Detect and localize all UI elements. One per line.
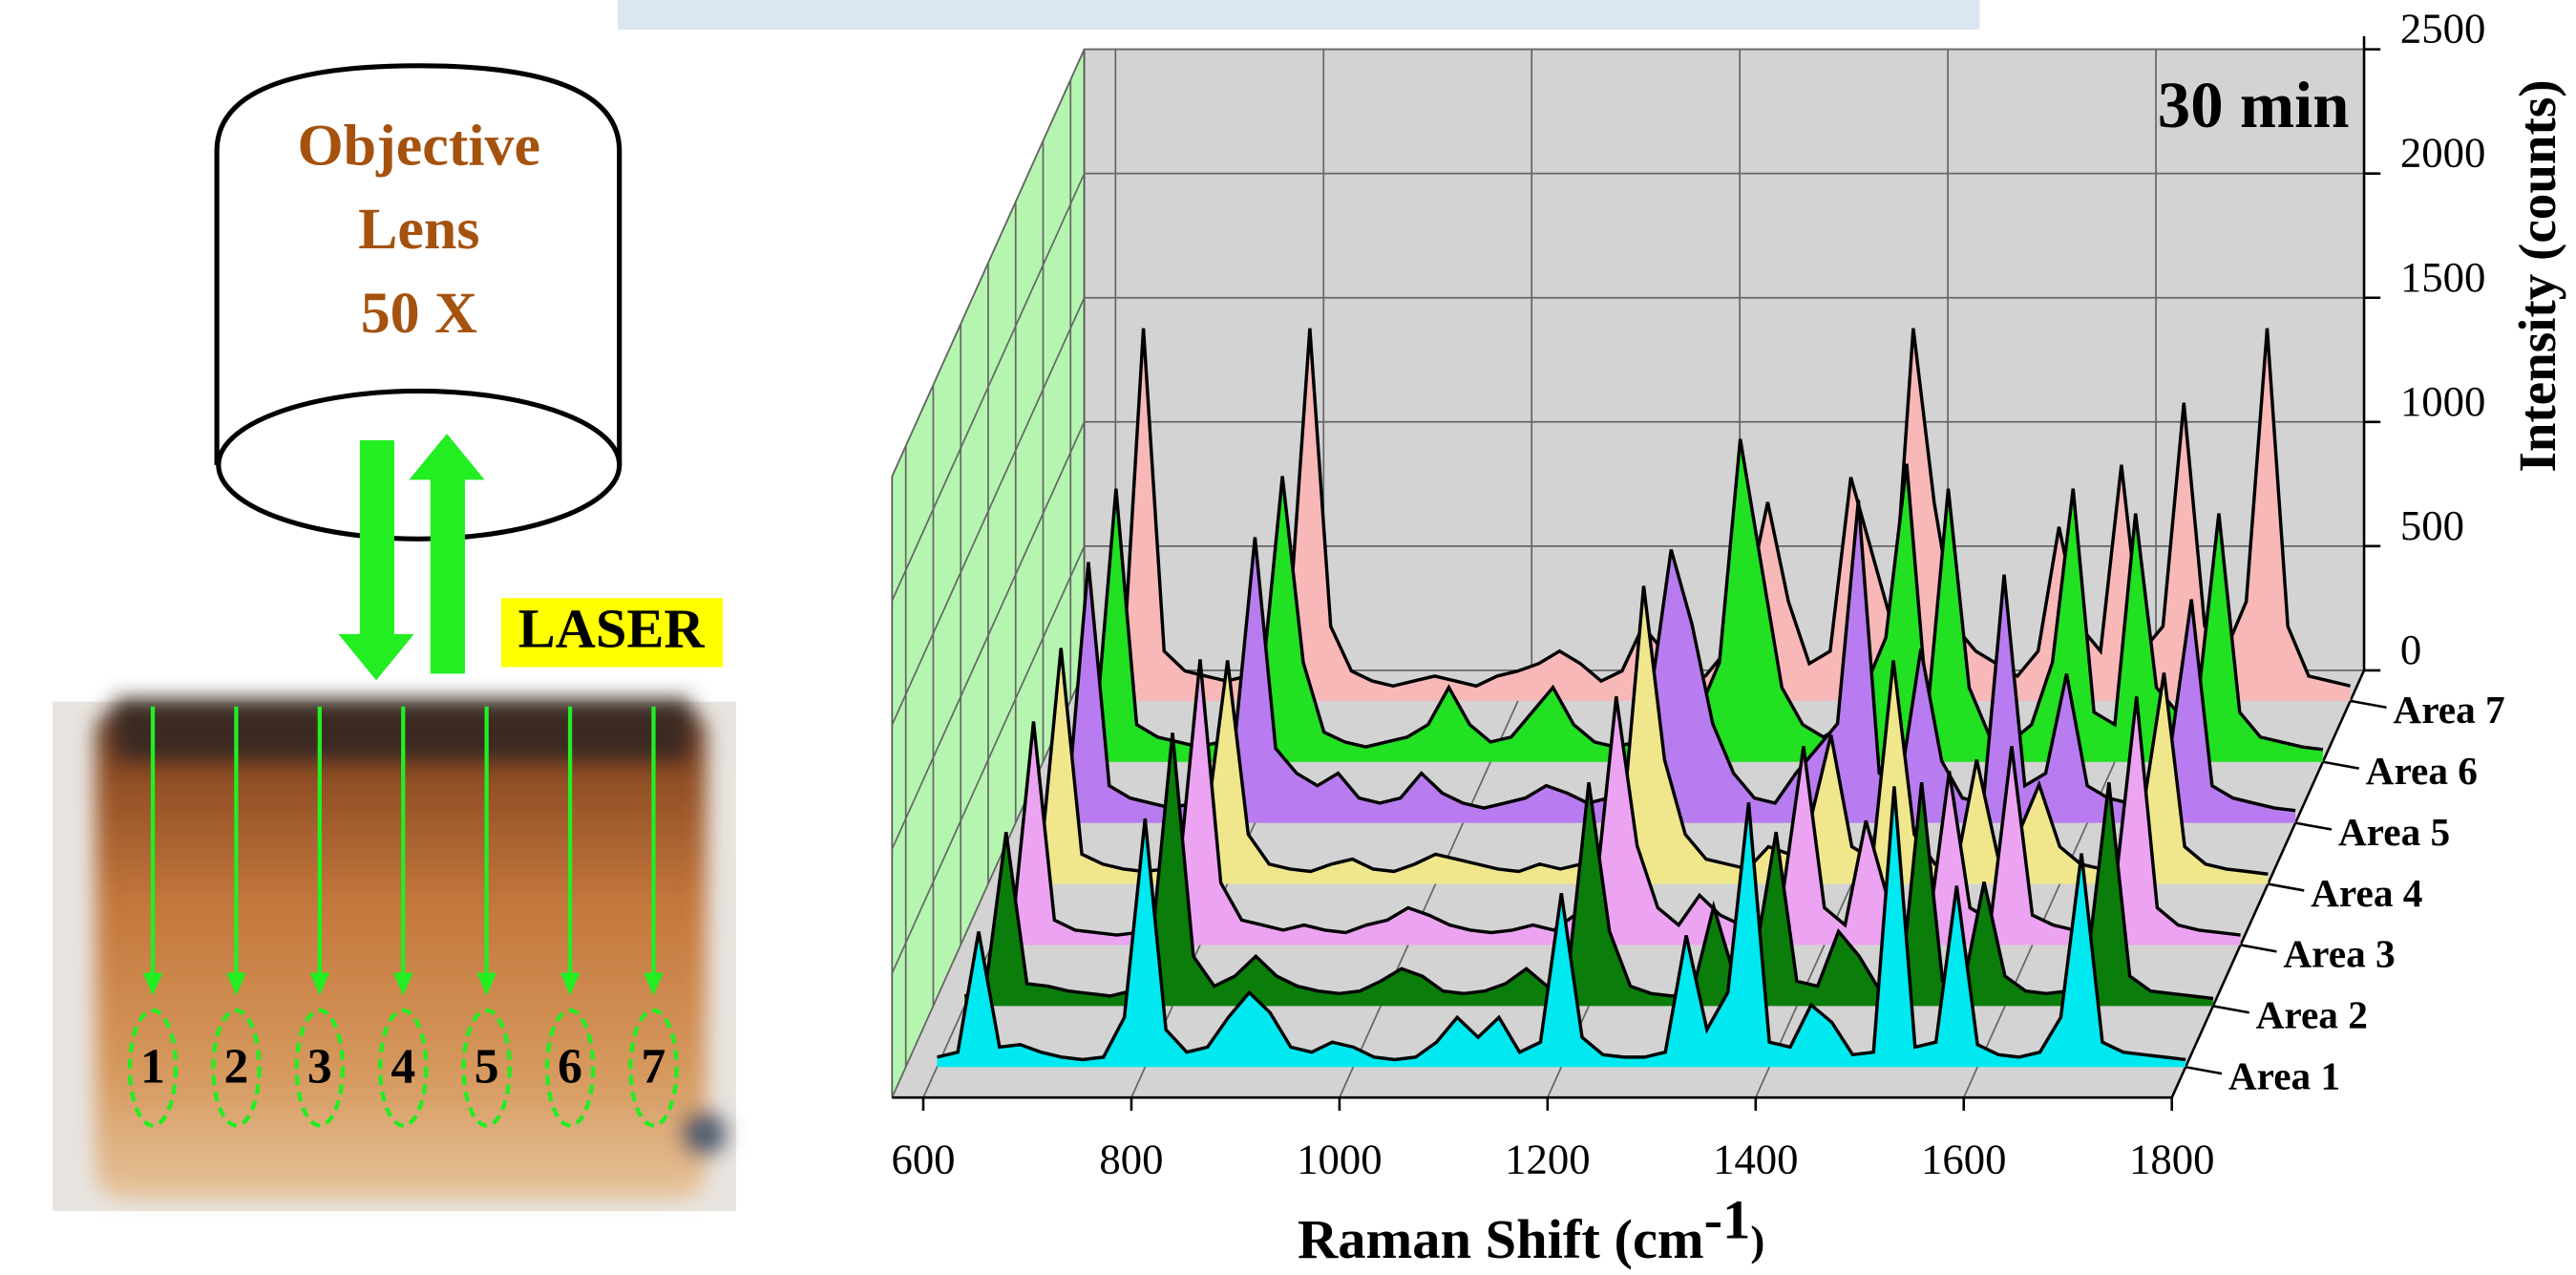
chart: 0 500 1000 1500 2000 2500 600 800 1000 1200 1400 16… <box>891 5 2505 1182</box>
series-tick <box>2212 1005 2249 1014</box>
laser-up-arrow <box>409 434 485 674</box>
side-grid-line <box>891 173 1086 602</box>
title-bar <box>617 0 1980 30</box>
x-tick-label: 1400 <box>1713 1135 1798 1182</box>
spectrum-fill <box>964 733 2213 1007</box>
spot-outline <box>211 1008 262 1128</box>
spot-number: 5 <box>475 1040 499 1094</box>
lens-text: Lens <box>358 197 479 262</box>
x-axis-label-text: Raman Shift (cm <box>1298 1208 1704 1270</box>
laser-label-bg <box>500 598 724 668</box>
spot-outline <box>378 1008 429 1128</box>
spectrum-line <box>937 786 2186 1062</box>
legend-label: Area 3 <box>2283 932 2395 976</box>
series-tick <box>2322 760 2359 770</box>
lens-text: 50 X <box>361 281 477 346</box>
x-axis-label-suffix: ) <box>1750 1217 1764 1264</box>
y-tick-label: 1500 <box>2400 253 2485 301</box>
spot-number: 6 <box>558 1040 582 1094</box>
spot-outline <box>294 1008 346 1128</box>
spectrum-fill <box>991 659 2241 946</box>
y-tick-label: 1000 <box>2400 377 2485 425</box>
series-tick <box>2294 821 2333 831</box>
side-grid-line <box>891 49 1086 478</box>
spot-number: 4 <box>391 1040 415 1094</box>
spectrum-line <box>1046 499 2296 813</box>
laser-spot-arrowhead <box>644 972 664 996</box>
spectrum-line <box>1019 585 2269 876</box>
legend-label: Area 2 <box>2256 993 2368 1037</box>
sample-spots: 1 2 3 4 5 6 7 <box>127 706 679 1128</box>
spot-outline <box>628 1008 679 1128</box>
x-tick-label: 600 <box>891 1135 955 1182</box>
x-tick-label: 800 <box>1099 1135 1163 1182</box>
objective-lens <box>214 63 623 542</box>
legend-label: Area 6 <box>2366 749 2478 793</box>
spectrum-fill <box>937 786 2186 1068</box>
laser-spot-arrowhead <box>476 972 496 996</box>
spectrum-fill <box>1046 499 2296 823</box>
spot-number: 2 <box>224 1040 249 1094</box>
spot-outline <box>461 1008 512 1128</box>
x-axis-label-sup: -1 <box>1704 1189 1751 1251</box>
laser-spot-arrowhead <box>142 972 163 996</box>
side-grid-line <box>891 297 1086 726</box>
laser-label: LASER <box>518 597 706 659</box>
spot-number: 7 <box>642 1040 666 1094</box>
legend-label: Area 1 <box>2228 1053 2340 1097</box>
x-tick-label: 1600 <box>1921 1135 2006 1182</box>
legend-label: Area 4 <box>2311 871 2422 915</box>
sample-photo <box>53 698 736 1211</box>
side-grid-line <box>891 421 1086 850</box>
x-tick-label: 1000 <box>1297 1135 1382 1182</box>
lens-text: Objective <box>298 113 540 178</box>
y-tick-label: 500 <box>2400 501 2464 549</box>
y-tick-label: 0 <box>2400 626 2421 673</box>
series-tick <box>2185 1065 2223 1075</box>
y-tick-label: 2000 <box>2400 129 2485 177</box>
laser-spot-arrowhead <box>309 972 330 996</box>
laser-spot-arrowhead <box>560 972 581 996</box>
series-tick <box>2268 882 2305 892</box>
spectrum-line <box>991 659 2241 937</box>
laser-spot-arrowhead <box>226 972 246 996</box>
laser-spot-arrowhead <box>392 972 413 996</box>
spot-number: 3 <box>307 1040 332 1094</box>
x-tick-label: 1200 <box>1505 1135 1590 1182</box>
side-grid-line <box>891 545 1086 974</box>
spot-outline <box>544 1008 596 1128</box>
series-tick <box>2240 944 2277 953</box>
y-tick-label: 2500 <box>2400 5 2485 53</box>
spectrum-fill <box>1019 585 2269 884</box>
series-tick <box>2350 699 2387 710</box>
spectrum-line <box>963 733 2214 1001</box>
x-tick-label: 1800 <box>2129 1135 2214 1182</box>
legend-label: Area 7 <box>2393 688 2504 732</box>
annotation: 30 min <box>2158 69 2350 141</box>
spot-outline <box>127 1008 179 1128</box>
y-axis-label: Intensity (counts) <box>2508 79 2566 472</box>
x-axis-label: Raman Shift (cm-1) <box>1298 1189 1764 1271</box>
laser-down-arrow <box>338 440 414 681</box>
legend-label: Area 5 <box>2338 810 2450 854</box>
spot-number: 1 <box>140 1040 165 1094</box>
